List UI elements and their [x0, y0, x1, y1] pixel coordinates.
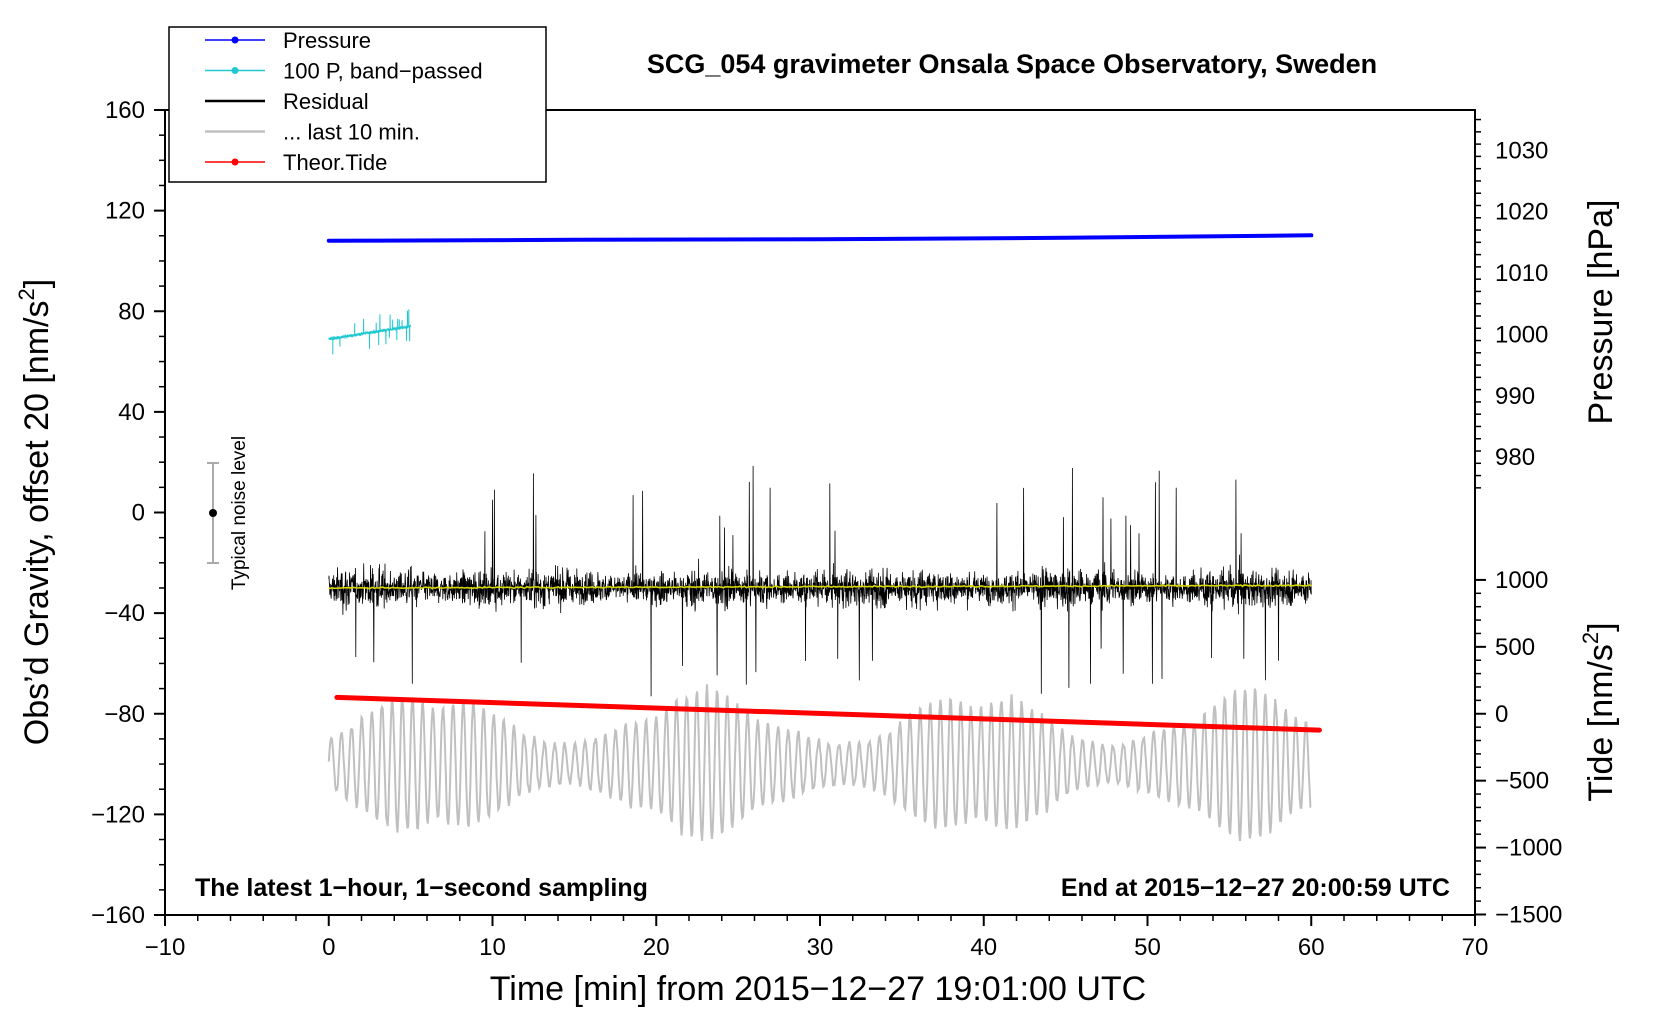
noise-level-indicator: Typical noise level — [207, 436, 250, 590]
legend-box — [168, 26, 547, 183]
y-axis-tide-title-main: Tide [nm/s — [1582, 644, 1620, 801]
tide-tick-label: 500 — [1495, 634, 1535, 661]
theoretical-tide-line — [334, 694, 1322, 733]
x-tick-label: 40 — [970, 934, 997, 961]
y-axis-tide-title: Tide [nm/s2] — [1578, 622, 1620, 801]
y-axis-pressure-title: Pressure [hPa] — [1582, 200, 1620, 425]
tide-tick-label: 0 — [1495, 701, 1508, 728]
pressure-line — [326, 233, 1314, 243]
pressure-tick-label: 990 — [1495, 383, 1535, 410]
residual-line — [328, 465, 1312, 697]
legend-marker — [231, 67, 239, 74]
y-tick-label: −40 — [104, 600, 145, 627]
y-tick-label: −80 — [104, 701, 145, 728]
annotation-bottom-left: The latest 1−hour, 1−second sampling — [195, 874, 648, 902]
legend-items: Pressure 100 P, band−passed Residual ... la… — [205, 28, 483, 175]
x-axis-title: Time [min] from 2015−12−27 19:01:00 UTC — [490, 970, 1146, 1008]
y-tick-label: 40 — [118, 399, 145, 426]
noise-level-label: Typical noise level — [229, 436, 250, 590]
annotation-bottom-right: End at 2015−12−27 20:00:59 UTC — [1061, 874, 1450, 902]
legend-label: 100 P, band−passed — [283, 59, 483, 84]
y-axis-left-title-main: Obs’d Gravity, offset 20 [nm/s — [18, 301, 56, 746]
x-tick-label: 20 — [643, 934, 670, 961]
legend-label: Theor.Tide — [283, 150, 387, 175]
tide-tick-label: 1000 — [1495, 567, 1548, 594]
pressure-tick-label: 980 — [1495, 444, 1535, 471]
band-passed-pressure-line — [328, 309, 412, 355]
tide-tick-label: −1000 — [1495, 835, 1562, 862]
legend-label: ... last 10 min. — [283, 120, 420, 145]
pressure-tick-label: 1020 — [1495, 199, 1548, 226]
x-tick-label: 60 — [1298, 934, 1325, 961]
x-tick-label: 30 — [807, 934, 834, 961]
y-tick-label: 120 — [105, 198, 145, 225]
y-tick-label: −160 — [91, 902, 145, 929]
y-axis-tide-title-close: ] — [1582, 622, 1620, 631]
y-axis-tide-title-sup: 2 — [1578, 632, 1603, 644]
pressure-tick-label: 1030 — [1495, 137, 1548, 164]
tide-tick-label: −1500 — [1495, 901, 1562, 928]
legend-marker — [231, 158, 239, 166]
x-tick-label: 10 — [479, 934, 506, 961]
legend-label: Pressure — [283, 28, 371, 53]
tide-tick-label: −500 — [1495, 768, 1549, 795]
pressure-tick-label: 1000 — [1495, 321, 1548, 348]
pressure-tick-label: 1010 — [1495, 260, 1548, 287]
x-axis: −10 0 10 20 30 40 50 60 70 — [145, 915, 1489, 961]
last-10-min-line — [327, 684, 1312, 842]
y-axis-left-title-sup: 2 — [14, 288, 39, 300]
y-tick-label: 0 — [132, 500, 145, 527]
y-axis-left-title-close: ] — [18, 279, 56, 288]
y-tick-label: 160 — [105, 97, 145, 124]
data-layer — [326, 233, 1322, 842]
y-axis-left-title: Obs’d Gravity, offset 20 [nm/s2] — [14, 279, 56, 745]
y-tick-label: −120 — [91, 801, 145, 828]
chart-title: SCG_054 gravimeter Onsala Space Observat… — [647, 49, 1377, 79]
x-tick-label: 0 — [322, 934, 335, 961]
y-axis-tide: 1000 500 0 −500 −1000 −1500 — [1475, 567, 1562, 928]
y-axis-left: 160 120 80 40 0 −40 −80 −120 −160 — [91, 97, 165, 929]
x-tick-label: 50 — [1134, 934, 1161, 961]
x-tick-label: 70 — [1462, 934, 1489, 961]
legend-marker — [231, 36, 239, 44]
y-tick-label: 80 — [118, 298, 145, 325]
legend-label: Residual — [283, 89, 369, 114]
y-axis-pressure: 1030 1020 1010 1000 990 980 — [1475, 118, 1548, 489]
residual-smoothed-line — [328, 583, 1312, 590]
legend: Pressure 100 P, band−passed Residual ... la… — [168, 26, 547, 183]
x-tick-label: −10 — [145, 934, 186, 961]
noise-level-point — [209, 509, 217, 517]
